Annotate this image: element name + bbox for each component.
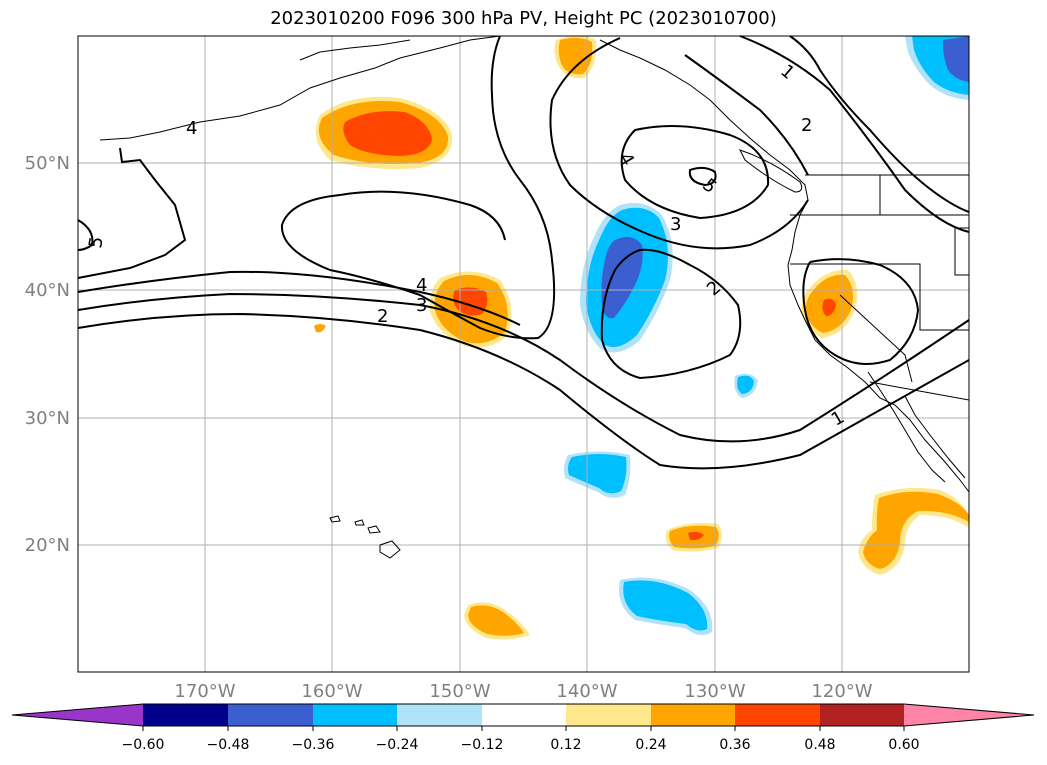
negative-anomaly-blob xyxy=(619,577,713,636)
colorbar-segment xyxy=(651,704,735,726)
lon-label: 140°W xyxy=(556,681,617,702)
colorbar-segment xyxy=(820,704,904,726)
alaska-coastline xyxy=(299,39,411,61)
positive-anomaly-blob xyxy=(665,522,722,552)
map-background xyxy=(78,36,969,672)
contour-line xyxy=(77,292,970,443)
colorbar-tick-label: 0.60 xyxy=(888,737,919,753)
positive-anomaly-blob xyxy=(429,271,512,348)
contour-line xyxy=(77,312,970,470)
colorbar-segment xyxy=(228,704,313,726)
colorbar-segment xyxy=(313,704,397,726)
longitude-labels: 170°W 160°W 150°W 140°W 130°W 120°W xyxy=(174,681,872,702)
baja-coastline xyxy=(904,395,966,479)
contour-line xyxy=(77,270,521,326)
hawaii-island xyxy=(379,540,401,559)
state-border xyxy=(839,294,913,383)
map-frame xyxy=(77,35,970,673)
colorbar-extend-min xyxy=(12,704,143,726)
vancouver-island xyxy=(739,149,803,193)
lat-label: 30°N xyxy=(25,408,70,429)
bc-coastline xyxy=(599,39,809,201)
colorbar: −0.60 −0.48 −0.36 −0.24 −0.12 0.12 0.24 … xyxy=(11,703,1035,753)
contour-line xyxy=(802,258,920,365)
alaska-coastline xyxy=(99,35,501,141)
contour-label: 5 xyxy=(85,235,108,250)
contour-label: 2 xyxy=(377,306,388,327)
positive-anomaly-blob xyxy=(314,324,326,333)
contour-line xyxy=(280,35,556,340)
hawaii-island xyxy=(354,519,365,526)
colorbar-tick-label: −0.24 xyxy=(376,737,419,753)
lat-label: 40°N xyxy=(25,280,70,301)
positive-anomaly-blob xyxy=(801,269,858,338)
colorbar-tick-label: 0.36 xyxy=(719,737,750,753)
contour-label: 2 xyxy=(801,115,812,136)
contour-line xyxy=(684,54,809,176)
lat-label: 20°N xyxy=(25,535,70,556)
hawaii-island xyxy=(367,525,381,534)
colorbar-tick-label: −0.12 xyxy=(461,737,504,753)
colorbar-segment xyxy=(482,704,566,726)
contour-line xyxy=(549,37,809,250)
us-west-coastline xyxy=(787,199,970,493)
lon-label: 150°W xyxy=(429,681,490,702)
colorbar-tick-label: 0.48 xyxy=(804,737,835,753)
coastlines xyxy=(99,35,970,559)
state-border xyxy=(790,263,969,331)
colorbar-tick-label: −0.60 xyxy=(122,737,165,753)
colorbar-segment xyxy=(397,704,482,726)
contour-line xyxy=(77,147,187,279)
negative-anomaly-blob xyxy=(734,373,758,398)
baja-coastline xyxy=(867,371,946,483)
contour-line xyxy=(739,35,970,233)
contour-label: 4 xyxy=(186,118,197,139)
height-contours xyxy=(77,35,970,470)
hawaii-island xyxy=(329,515,341,523)
contour-label: 3 xyxy=(416,295,427,316)
contour-line xyxy=(600,248,742,380)
contour-line xyxy=(620,125,770,220)
lon-label: 130°W xyxy=(684,681,745,702)
contour-line xyxy=(688,166,717,187)
contour-line xyxy=(77,219,94,251)
colorbar-segment xyxy=(143,704,228,726)
positive-anomaly-blob xyxy=(315,96,453,169)
contour-label: 4 xyxy=(416,275,427,296)
lon-label: 170°W xyxy=(174,681,235,702)
positive-anomaly-blob xyxy=(554,36,597,79)
latitude-labels: 50°N 40°N 30°N 20°N xyxy=(25,153,70,556)
negative-anomaly-blob xyxy=(564,451,631,498)
lon-label: 120°W xyxy=(811,681,872,702)
colorbar-tick-label: −0.36 xyxy=(292,737,335,753)
colorbar-tick-label: 0.12 xyxy=(550,737,581,753)
pv-shading xyxy=(314,36,969,640)
lon-label: 160°W xyxy=(301,681,362,702)
positive-anomaly-blob xyxy=(858,487,969,575)
colorbar-extend-max xyxy=(904,704,1034,726)
positive-anomaly-blob xyxy=(464,602,530,640)
lat-label: 50°N xyxy=(25,153,70,174)
colorbar-segment xyxy=(735,704,820,726)
contour-label: 3 xyxy=(670,214,681,235)
map-title: 2023010200 F096 300 hPa PV, Height PC (2… xyxy=(270,8,777,29)
colorbar-tick-label: 0.24 xyxy=(635,737,666,753)
colorbar-segment xyxy=(566,704,651,726)
colorbar-ticks xyxy=(142,726,905,731)
colorbar-tick-label: −0.48 xyxy=(207,737,250,753)
us-mexico-border xyxy=(869,381,970,401)
contour-line xyxy=(789,35,970,213)
negative-anomaly-blob xyxy=(905,36,969,100)
